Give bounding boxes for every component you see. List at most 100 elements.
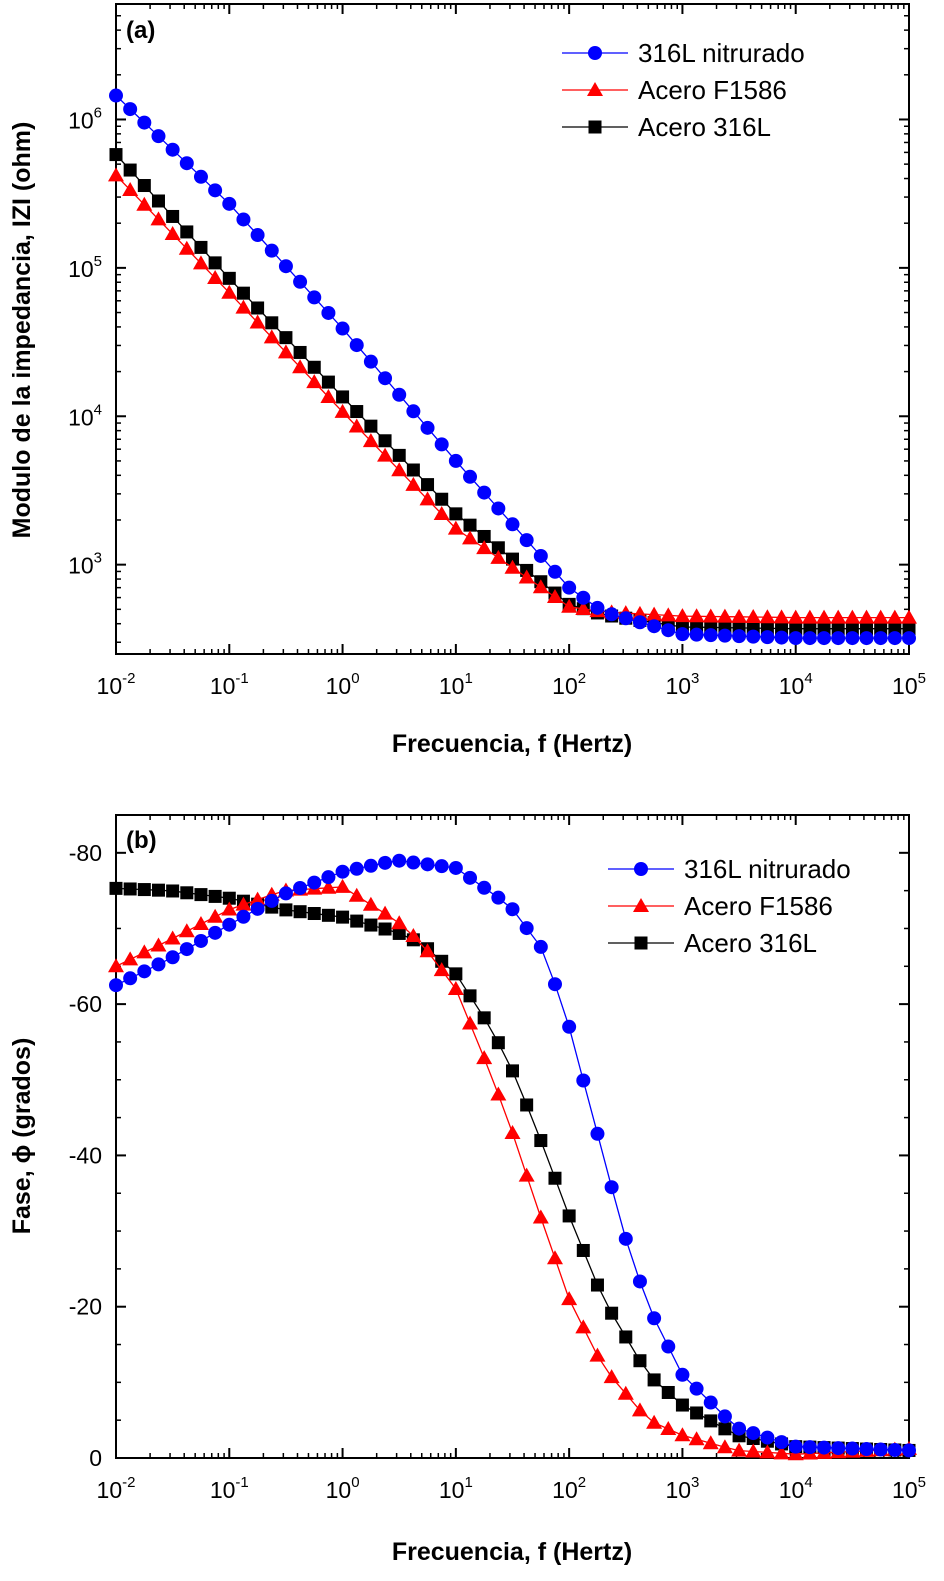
data-point [746,1426,761,1441]
data-point [717,628,732,643]
x-tick-base: 10 [892,673,918,699]
data-point [490,1086,507,1101]
data-point [901,609,917,624]
data-point [278,259,293,274]
x-tick-base: 10 [439,673,465,699]
data-point [449,967,463,981]
x-tick-label-a: 10-1 [210,670,249,699]
x-tick-exponent: 4 [804,670,812,687]
data-point [136,944,153,959]
data-point [194,888,208,902]
data-point [151,957,166,972]
data-point [774,630,789,645]
data-point [831,1441,846,1456]
data-point [334,403,351,418]
data-point [377,905,394,920]
data-point [348,418,365,433]
data-point [392,448,406,462]
data-point [859,1442,874,1457]
legend-label: Acero F1586 [684,891,833,921]
data-point [817,1440,832,1455]
data-point [801,609,818,624]
data-point [773,1445,790,1460]
data-point [405,476,422,491]
y-tick-base: 10 [68,553,94,579]
data-point [137,179,151,193]
series-group-a [108,88,917,646]
data-point [534,1134,548,1148]
data-point [548,1171,562,1185]
data-point [477,880,492,895]
data-point [251,301,265,315]
data-point [278,886,293,901]
data-point [674,1427,691,1442]
data-point [378,434,392,448]
x-tick-exponent: 0 [351,1474,359,1491]
x-tick-label-a: 10-2 [97,670,136,699]
data-point [236,286,250,300]
data-point [873,1442,888,1457]
data-point [208,889,222,903]
data-point [788,1439,803,1454]
data-point [378,855,393,870]
data-point [675,1367,690,1382]
panel-label-a: (a) [126,17,155,44]
y-tick-exponent: 5 [94,253,102,270]
data-point [618,611,633,626]
data-point [350,405,364,419]
data-point [109,88,123,103]
data-point [716,608,733,623]
data-point [293,881,308,896]
data-point [787,609,804,624]
x-tick-base: 10 [97,1477,123,1503]
data-point [449,507,463,521]
data-point [817,631,832,646]
series-line [115,887,910,1452]
data-point [222,917,237,932]
data-point [631,605,648,620]
data-point [690,1406,704,1420]
x-axis-label-b: Frecuencia, f (Hertz) [392,1538,632,1566]
data-point [406,463,420,477]
series-acero-f1586 [108,167,917,624]
data-point [434,437,449,452]
data-point [661,1385,675,1399]
x-tick-exponent: 1 [464,670,472,687]
legend-marker [633,898,649,912]
data-point [335,321,350,336]
x-tick-exponent: 1 [464,1474,472,1491]
data-point [788,631,803,646]
data-point [520,1098,534,1112]
data-point [433,506,450,521]
data-point [349,338,364,353]
data-point [731,1442,748,1457]
x-tick-label-a: 102 [552,670,586,699]
series-316l-nitrurado [109,853,916,1458]
data-point [448,453,463,468]
data-point [350,914,364,928]
data-point [447,520,464,535]
data-point [178,240,195,255]
data-point [902,631,916,646]
data-point [561,1291,578,1306]
data-point [448,860,463,875]
series-group-b [108,853,917,1461]
data-point [647,1311,662,1326]
data-point [378,371,393,386]
data-point [207,908,224,923]
data-point [235,896,252,911]
data-point [631,1402,648,1417]
data-point [547,977,562,992]
y-axis-label-b-prefix: Fase, [8,1163,36,1234]
data-point [180,886,194,900]
data-point [207,270,224,285]
data-point [562,1019,577,1034]
data-point [546,1250,563,1265]
legend-label: Acero F1586 [638,75,787,105]
data-point [646,1414,663,1429]
data-point [166,884,180,898]
data-point [702,1435,719,1450]
legend-item: Acero F1586 [562,75,787,105]
x-tick-exponent: 5 [918,670,926,687]
